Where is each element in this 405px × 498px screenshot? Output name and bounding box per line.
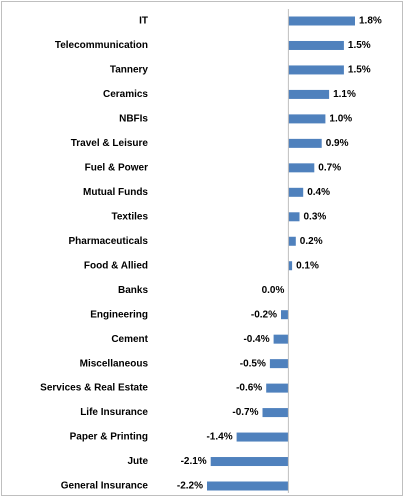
- value-label: 0.9%: [326, 138, 349, 149]
- value-label: 1.0%: [329, 114, 352, 125]
- value-label: 1.8%: [359, 16, 382, 27]
- category-label: Services & Real Estate: [40, 383, 148, 394]
- value-label: -0.5%: [240, 358, 266, 369]
- category-label: Miscellaneous: [80, 358, 149, 369]
- category-label: NBFIs: [119, 114, 148, 125]
- value-label: -0.7%: [232, 407, 258, 418]
- value-label: 0.3%: [304, 211, 327, 222]
- bar: [273, 334, 289, 344]
- bar: [288, 163, 315, 173]
- value-label: 1.5%: [348, 65, 371, 76]
- category-label: Tannery: [110, 65, 149, 76]
- category-label: Telecommunication: [55, 40, 148, 51]
- category-label: General Insurance: [61, 481, 149, 492]
- category-label: Ceramics: [103, 89, 148, 100]
- value-label: 0.2%: [300, 236, 323, 247]
- category-label: Fuel & Power: [85, 162, 148, 173]
- value-label: -1.4%: [206, 432, 232, 443]
- category-label: Life Insurance: [80, 407, 148, 418]
- bar: [288, 212, 300, 222]
- value-label: 1.1%: [333, 89, 356, 100]
- value-label: -2.1%: [181, 456, 207, 467]
- value-label: 0.1%: [296, 260, 319, 271]
- bar: [288, 65, 344, 75]
- value-label: 0.4%: [307, 187, 330, 198]
- bar: [236, 432, 289, 442]
- category-label: Pharmaceuticals: [69, 236, 149, 247]
- value-label: 1.5%: [348, 40, 371, 51]
- bar: [269, 359, 289, 369]
- value-label: -2.2%: [177, 481, 203, 492]
- category-label: Cement: [111, 334, 148, 345]
- value-label: 0.0%: [262, 285, 285, 296]
- bar: [210, 457, 289, 467]
- bar: [288, 16, 355, 26]
- value-label: -0.6%: [236, 383, 262, 394]
- bar: [288, 89, 330, 99]
- bar: [262, 408, 289, 418]
- category-label: IT: [139, 16, 148, 27]
- category-label: Textiles: [112, 211, 149, 222]
- bar: [288, 236, 296, 246]
- bar: [288, 138, 322, 148]
- value-label: -0.4%: [243, 334, 269, 345]
- category-label: Paper & Printing: [70, 432, 148, 443]
- category-label: Food & Allied: [84, 260, 148, 271]
- bar: [207, 481, 289, 491]
- category-label: Engineering: [90, 309, 148, 320]
- category-label: Jute: [127, 456, 148, 467]
- value-label: -0.2%: [251, 309, 277, 320]
- value-label: 0.7%: [318, 162, 341, 173]
- bar: [281, 310, 289, 320]
- bar: [288, 114, 326, 124]
- category-label: Mutual Funds: [83, 187, 148, 198]
- category-label: Banks: [118, 285, 148, 296]
- bar: [288, 261, 293, 271]
- bar: [288, 187, 304, 197]
- category-label: Travel & Leisure: [71, 138, 149, 149]
- bar: [288, 40, 344, 50]
- bar: [266, 383, 289, 393]
